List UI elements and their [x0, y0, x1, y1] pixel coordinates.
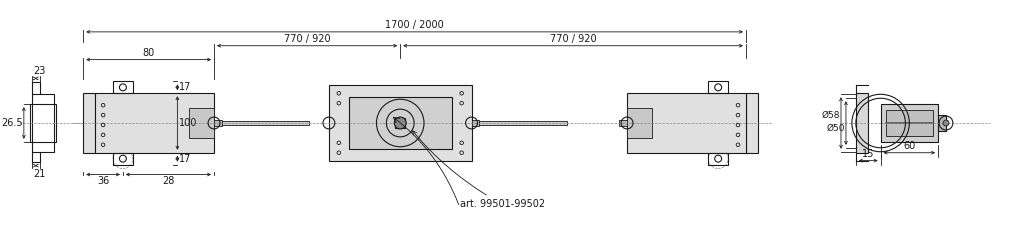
Bar: [746, 93, 757, 153]
Bar: [627, 108, 652, 138]
Text: 80: 80: [143, 48, 155, 58]
Text: 100: 100: [179, 118, 197, 128]
Bar: [214, 120, 222, 126]
Bar: [471, 120, 479, 126]
Text: 60: 60: [903, 141, 915, 151]
Text: 23: 23: [34, 66, 46, 77]
Circle shape: [943, 120, 949, 126]
Bar: [627, 93, 746, 153]
Bar: [395, 118, 405, 128]
Text: Ø50: Ø50: [827, 123, 845, 132]
Text: 17: 17: [179, 154, 191, 164]
Bar: [32, 94, 54, 152]
Bar: [881, 104, 938, 142]
Text: 1700 / 2000: 1700 / 2000: [385, 20, 444, 30]
Text: Ø58: Ø58: [822, 110, 840, 120]
Bar: [886, 110, 934, 136]
Bar: [856, 93, 867, 153]
Bar: [95, 93, 214, 153]
Bar: [709, 81, 728, 93]
Text: 28: 28: [162, 176, 175, 186]
Circle shape: [394, 117, 406, 129]
Bar: [619, 120, 627, 126]
Text: 15: 15: [862, 149, 874, 159]
Text: 770 / 920: 770 / 920: [284, 34, 331, 44]
Bar: [349, 97, 452, 149]
Bar: [222, 121, 309, 125]
Bar: [83, 93, 95, 153]
Bar: [479, 121, 567, 125]
Text: 26.5: 26.5: [1, 118, 22, 128]
Text: 36: 36: [97, 176, 109, 186]
Bar: [938, 115, 946, 131]
Bar: [30, 104, 56, 142]
Text: art. 99501-99502: art. 99501-99502: [412, 131, 545, 209]
Text: 770 / 920: 770 / 920: [550, 34, 597, 44]
Text: 21: 21: [34, 169, 46, 179]
Bar: [189, 108, 214, 138]
Bar: [113, 81, 132, 93]
Bar: [329, 85, 471, 161]
Bar: [709, 153, 728, 165]
Text: 17: 17: [179, 82, 191, 92]
Bar: [113, 153, 132, 165]
